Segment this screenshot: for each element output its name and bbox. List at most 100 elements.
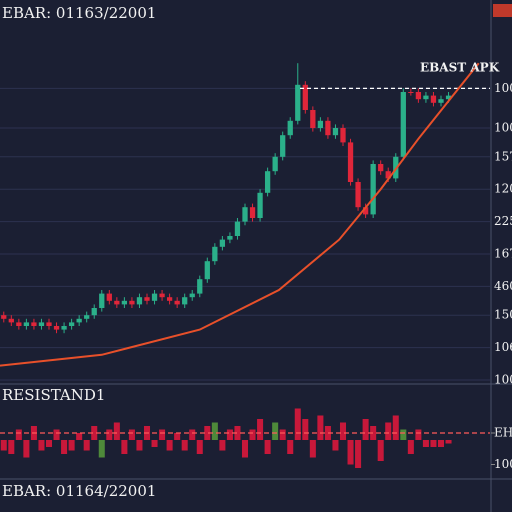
histogram-bar <box>400 429 407 440</box>
histogram-bar <box>430 440 437 447</box>
candle-body <box>204 261 210 280</box>
candle-body <box>332 128 339 136</box>
candle-body <box>317 120 324 128</box>
candle-body <box>129 300 135 305</box>
candle-body <box>114 300 120 305</box>
histogram-bar <box>61 440 68 454</box>
candle-body <box>430 95 437 103</box>
candle-body <box>106 293 112 301</box>
y-tick-label: 100 <box>494 121 512 135</box>
candle-body <box>1 315 7 319</box>
candle-body <box>445 95 452 100</box>
histogram-bar <box>15 429 22 440</box>
histogram-bar <box>324 426 331 440</box>
candle-body <box>159 293 165 298</box>
histogram-bar <box>91 426 98 440</box>
histogram-bar <box>355 440 362 468</box>
histogram-bar <box>445 440 452 444</box>
histogram-bar <box>339 422 347 440</box>
histogram-bar <box>279 429 286 440</box>
candle-body <box>189 293 195 298</box>
candle-body <box>257 192 263 218</box>
candle-body <box>264 171 271 193</box>
candle-body <box>182 297 188 305</box>
candle-body <box>295 84 301 121</box>
y-tick-label: 157 <box>494 149 512 163</box>
candle-body <box>46 322 52 326</box>
histogram-bar <box>309 440 316 458</box>
histogram-bar <box>53 429 60 440</box>
candle-body <box>31 322 37 326</box>
candle-body <box>242 207 248 222</box>
histogram-bar <box>317 415 324 440</box>
candle-body <box>23 322 30 326</box>
histogram-bar <box>166 440 173 451</box>
candle-body <box>340 128 346 143</box>
histogram-bar <box>234 426 241 440</box>
histogram-bar <box>437 440 445 447</box>
histogram-bar <box>422 440 429 447</box>
candle-body <box>121 300 128 305</box>
candle-body <box>16 322 22 326</box>
histogram-bar <box>68 440 75 451</box>
candle-body <box>219 239 226 247</box>
annotation: EBAST APK <box>420 61 500 75</box>
trend-curve <box>0 62 480 367</box>
histogram-bar <box>370 426 377 440</box>
candle-body <box>385 171 391 179</box>
y-tick-label: 100 <box>494 81 512 95</box>
histogram-bar <box>249 429 256 440</box>
candle-body <box>212 246 218 262</box>
candle-body <box>99 293 105 308</box>
candle-body <box>61 326 67 330</box>
histogram-bar <box>211 422 218 440</box>
candle-body <box>408 92 414 93</box>
histogram-bar <box>159 429 166 440</box>
candle-body <box>68 322 75 326</box>
histogram-bar <box>121 440 128 454</box>
candle-body <box>227 236 233 240</box>
histogram-bar <box>362 419 369 440</box>
candle-body <box>249 207 256 218</box>
y-tick-label: 106 <box>494 340 512 354</box>
histogram-bar <box>264 440 271 454</box>
candle-body <box>362 207 369 215</box>
histogram-bar <box>377 440 384 461</box>
histogram-bar <box>241 440 249 458</box>
histogram-bar <box>98 440 105 458</box>
candle-body <box>272 156 278 172</box>
candle-body <box>234 221 241 236</box>
histogram-bar <box>106 429 113 440</box>
candle-body <box>310 110 316 128</box>
candle-body <box>166 297 173 301</box>
y-tick-label: 460 <box>494 279 512 293</box>
histogram-bar <box>407 440 414 454</box>
candle-body <box>8 318 14 323</box>
y-tick-label: EH <box>494 426 512 440</box>
histogram-bar <box>0 440 7 451</box>
histogram-bar <box>302 419 309 440</box>
y-tick-label: 167 <box>494 247 512 261</box>
candle-body <box>355 182 361 208</box>
histogram-bar <box>189 429 196 440</box>
candle-body <box>438 99 444 103</box>
y-tick-label: 100 <box>494 373 512 387</box>
footer: EBAR: 01164/22001 <box>2 482 156 500</box>
candle-body <box>325 120 331 136</box>
candle-body <box>144 297 150 301</box>
histogram-bar <box>415 429 422 440</box>
histogram-bar <box>45 440 53 447</box>
candle-body <box>347 142 354 182</box>
candle-body <box>287 120 293 136</box>
header: EBAR: 01163/22001 <box>2 4 156 22</box>
candle-body <box>302 84 308 110</box>
histogram-bar <box>76 433 83 440</box>
histogram-bar <box>181 440 188 451</box>
histogram-bar <box>38 440 45 451</box>
histogram-bar <box>136 440 143 451</box>
candle-body <box>84 315 90 319</box>
histogram-bar <box>347 440 354 465</box>
histogram-bar <box>128 429 135 440</box>
